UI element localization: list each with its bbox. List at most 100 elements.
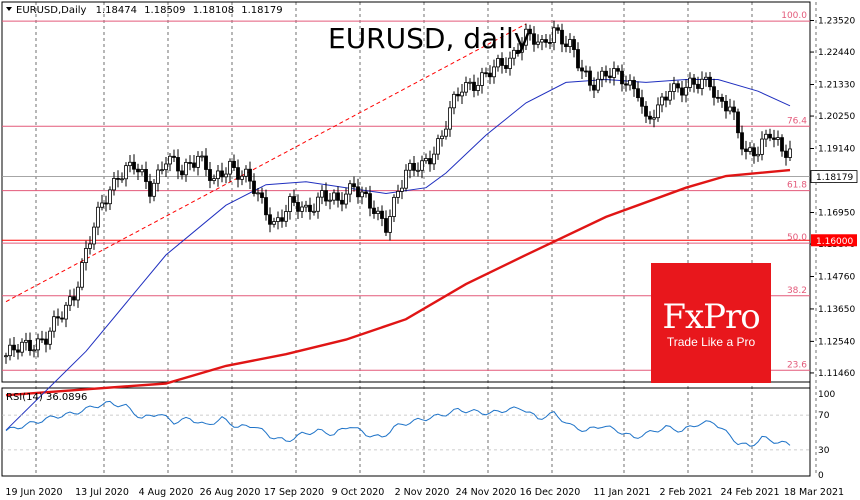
candle-body bbox=[468, 81, 472, 84]
candle-body bbox=[476, 85, 480, 91]
candle-body bbox=[740, 132, 744, 150]
candle-body bbox=[736, 111, 740, 134]
candle-body bbox=[32, 349, 36, 352]
y-tick-label: 1.12540 bbox=[818, 337, 855, 347]
candle-body bbox=[464, 82, 468, 93]
candle-body bbox=[288, 196, 292, 212]
candle-body bbox=[584, 70, 588, 73]
candle-body bbox=[252, 180, 256, 194]
candle-body bbox=[600, 70, 604, 80]
candle-body bbox=[224, 173, 228, 178]
candle-body bbox=[448, 107, 452, 130]
support-price-box bbox=[811, 234, 857, 247]
candle-body bbox=[716, 96, 720, 99]
candle-body bbox=[764, 133, 768, 140]
candle-body bbox=[124, 165, 128, 180]
candle-body bbox=[400, 187, 404, 192]
candle-body bbox=[292, 196, 296, 203]
symbol-label: EURUSD,Daily 1.18474 1.18509 1.18108 1.1… bbox=[16, 5, 283, 16]
candle-body bbox=[580, 67, 584, 72]
candle-body bbox=[472, 81, 476, 91]
candle-body bbox=[576, 49, 580, 69]
candle-body bbox=[452, 93, 456, 109]
candle-body bbox=[104, 202, 108, 205]
candle-body bbox=[548, 41, 552, 44]
candle-body bbox=[16, 349, 20, 353]
fibonacci-level-label: 76.4 bbox=[787, 116, 807, 126]
candle-body bbox=[84, 248, 88, 263]
candle-body bbox=[508, 57, 512, 69]
candle-body bbox=[568, 39, 572, 48]
candle-body bbox=[36, 338, 40, 351]
candle-body bbox=[364, 191, 368, 195]
candle-body bbox=[780, 137, 784, 152]
candle-body bbox=[516, 49, 520, 53]
candle-body bbox=[436, 138, 440, 155]
candle-body bbox=[368, 193, 372, 209]
candle-body bbox=[776, 137, 780, 140]
candle-body bbox=[788, 148, 792, 158]
candle-body bbox=[616, 68, 620, 72]
x-tick-label: 24 Nov 2020 bbox=[456, 487, 517, 498]
candle-body bbox=[72, 296, 76, 301]
candle-body bbox=[484, 72, 488, 75]
rsi-label: RSI(14) 36.0896 bbox=[6, 392, 87, 403]
candle-body bbox=[156, 169, 160, 184]
candle-body bbox=[620, 70, 624, 85]
candle-body bbox=[376, 210, 380, 214]
candle-body bbox=[356, 186, 360, 198]
candle-body bbox=[200, 155, 204, 158]
candle-body bbox=[44, 338, 48, 345]
candle-body bbox=[272, 221, 276, 225]
candle-body bbox=[488, 72, 492, 78]
candle-body bbox=[492, 66, 496, 78]
candle-body bbox=[284, 211, 288, 222]
candle-body bbox=[4, 355, 8, 358]
dropdown-triangle-icon[interactable] bbox=[6, 7, 12, 11]
candle-body bbox=[244, 168, 248, 177]
candle-body bbox=[296, 202, 300, 212]
rsi-panel-frame bbox=[1, 387, 811, 477]
candle-body bbox=[56, 316, 60, 319]
candle-body bbox=[360, 191, 364, 198]
candle-body bbox=[328, 199, 332, 202]
logo-tagline: Trade Like a Pro bbox=[666, 335, 756, 349]
candle-body bbox=[756, 153, 760, 157]
rsi-tick-label: 70 bbox=[818, 411, 830, 421]
candle-body bbox=[184, 162, 188, 176]
candle-body bbox=[100, 202, 104, 208]
candle-body bbox=[396, 190, 400, 198]
x-tick-label: 9 Oct 2020 bbox=[332, 487, 385, 498]
candle-body bbox=[744, 148, 748, 152]
candle-body bbox=[228, 160, 232, 175]
candle-body bbox=[180, 170, 184, 176]
candle-body bbox=[324, 190, 328, 202]
candle-body bbox=[420, 160, 424, 171]
candle-body bbox=[312, 210, 316, 213]
y-tick-label: 1.14760 bbox=[818, 272, 855, 282]
candle-body bbox=[536, 41, 540, 45]
x-tick-label: 2 Feb 2021 bbox=[659, 487, 712, 498]
trendline bbox=[5, 23, 527, 303]
rsi-line bbox=[5, 400, 791, 447]
candle-body bbox=[248, 168, 252, 182]
candle-body bbox=[728, 106, 732, 112]
candle-body bbox=[628, 80, 632, 86]
candle-body bbox=[220, 170, 224, 178]
candle-body bbox=[140, 169, 144, 173]
candle-body bbox=[560, 29, 564, 45]
candle-body bbox=[332, 192, 336, 201]
candle-body bbox=[80, 262, 84, 288]
candle-body bbox=[668, 91, 672, 101]
candle-body bbox=[724, 100, 728, 112]
candle-body bbox=[520, 44, 524, 53]
candle-body bbox=[532, 33, 536, 45]
candle-body bbox=[404, 169, 408, 189]
axes: 19 Jun 2020 13 Jul 2020 4 Aug 2020 26 Aug 2… bbox=[5, 16, 858, 498]
candle-body bbox=[212, 178, 216, 181]
candle-body bbox=[340, 199, 344, 205]
candle-body bbox=[120, 178, 124, 181]
candle-body bbox=[504, 65, 508, 69]
candle-body bbox=[592, 84, 596, 91]
